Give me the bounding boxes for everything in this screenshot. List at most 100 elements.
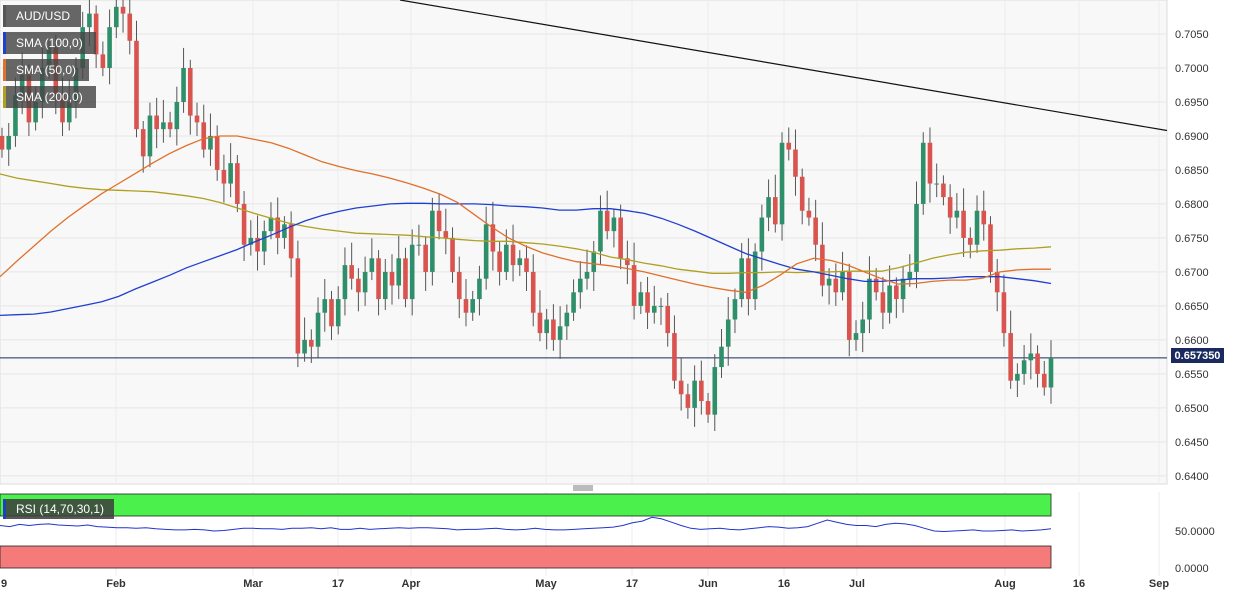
candle-up [46, 47, 52, 68]
y-tick-label: 0.6500 [1175, 403, 1209, 415]
legend-sma100[interactable]: SMA (100,0) [3, 32, 96, 54]
legend-symbol-label: AUD/USD [16, 9, 71, 23]
current-price-tag: 0.657350 [1171, 348, 1224, 363]
legend-sma50[interactable]: SMA (50,0) [3, 59, 89, 81]
candle-down [221, 169, 227, 184]
price-plot-border [0, 0, 1168, 485]
rsi-legend-label: RSI (14,70,30,1) [16, 502, 105, 516]
candle-down [806, 210, 812, 218]
candle-up [33, 101, 38, 123]
candle-down [672, 333, 677, 381]
candle-down [93, 13, 99, 55]
candle-up [826, 278, 832, 286]
rsi-tick-label: 0.0000 [1175, 563, 1209, 575]
candle-up [409, 244, 415, 300]
candle-up [591, 251, 597, 272]
candle-down [537, 312, 543, 334]
candle-up [638, 292, 644, 306]
rsi-overbought-band [0, 493, 1052, 517]
candle-up [147, 115, 153, 157]
candle-up [322, 299, 328, 313]
legend-sma100-label: SMA (100,0) [16, 36, 83, 50]
x-tick-label: 17 [332, 578, 344, 590]
candle-down [423, 244, 428, 272]
candle-down [625, 258, 630, 266]
candle-down [880, 292, 886, 313]
candle-up [564, 312, 570, 327]
candle-down [981, 210, 987, 225]
legend-symbol[interactable]: AUD/USD [3, 5, 81, 27]
candle-down [551, 319, 556, 340]
candle-up [382, 271, 388, 300]
y-tick-label: 0.6850 [1175, 165, 1209, 177]
x-tick-label: Apr [402, 578, 422, 590]
candle-up [860, 319, 866, 334]
candle-down [140, 129, 146, 157]
legend-sma200-label: SMA (200,0) [16, 90, 83, 104]
candle-up [867, 278, 872, 320]
rsi-swatch [3, 499, 6, 519]
candle-down [510, 244, 516, 266]
x-tick-label: Feb [106, 578, 126, 590]
candle-up [752, 251, 758, 300]
x-tick-label: Jun [698, 578, 718, 590]
rsi-legend[interactable]: RSI (14,70,30,1) [3, 499, 115, 519]
x-tick-label: 16 [778, 578, 790, 590]
candle-up [302, 339, 307, 354]
candle-down [846, 271, 852, 340]
candle-up [739, 258, 744, 300]
candle-down [241, 203, 247, 245]
candle-up [261, 231, 267, 252]
candle-down [604, 210, 610, 232]
candle-down [456, 271, 462, 300]
x-tick-label: Sep [1149, 578, 1169, 590]
candle-up [470, 299, 476, 313]
sma100-swatch [3, 32, 6, 54]
candle-up [577, 278, 583, 293]
y-tick-label: 0.6600 [1175, 335, 1209, 347]
candle-up [853, 333, 859, 340]
candle-up [483, 224, 489, 279]
candle-down [927, 142, 933, 184]
candle-up [920, 142, 926, 204]
price-grid [0, 0, 1168, 576]
candle-up [779, 142, 785, 225]
y-tick-label: 0.6400 [1175, 471, 1209, 483]
candle-up [73, 67, 79, 102]
candle-down [793, 149, 798, 177]
candle-down [134, 40, 139, 130]
candle-up [181, 67, 186, 102]
candle-up [759, 217, 765, 252]
sma50-swatch [3, 59, 6, 81]
candle-up [557, 326, 563, 340]
candle-up [571, 292, 576, 313]
sma100-line [0, 202, 1052, 317]
y-tick-label: 0.6450 [1175, 437, 1209, 449]
candle-up [1021, 360, 1027, 374]
candle-up [504, 244, 509, 272]
candle-up [161, 122, 166, 130]
legend-sma200[interactable]: SMA (200,0) [3, 86, 96, 108]
candle-up [19, 74, 25, 96]
candle-down [799, 176, 805, 211]
candle-up [974, 210, 980, 245]
candle-down [820, 244, 825, 286]
candle-up [598, 210, 603, 252]
candle-down [201, 122, 207, 150]
candle-up [342, 265, 348, 300]
x-tick-label: Jul [849, 578, 865, 590]
candle-up [228, 163, 233, 184]
legend-sma50-label: SMA (50,0) [16, 63, 77, 77]
sma200-swatch [3, 86, 6, 108]
rsi-tick-label: 50.0000 [1175, 526, 1215, 538]
candle-down [968, 237, 973, 245]
candle-up [954, 210, 960, 218]
candle-down [187, 67, 193, 116]
candle-down [275, 217, 280, 238]
candle-down [376, 258, 381, 300]
candle-up [66, 101, 72, 123]
y-tick-label: 0.6550 [1175, 369, 1209, 381]
candle-down [463, 299, 469, 313]
candle-down [329, 299, 334, 327]
candle-down [0, 135, 5, 150]
